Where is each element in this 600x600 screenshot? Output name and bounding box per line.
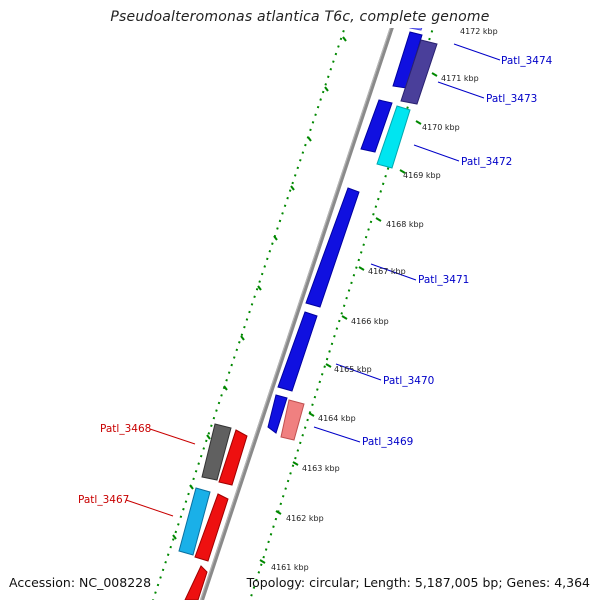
gene-patl-3470[interactable] bbox=[277, 311, 318, 392]
label-connectors bbox=[125, 43, 501, 517]
gene-label-patl-3472[interactable]: Patl_3472 bbox=[461, 156, 512, 168]
gene-patl-3473[interactable] bbox=[400, 39, 438, 105]
gene-patl-3468-red[interactable] bbox=[218, 429, 248, 486]
gene-patl-3469-blue[interactable] bbox=[267, 394, 288, 434]
gene-patl-3467-red[interactable] bbox=[194, 493, 229, 562]
gene-label-patl-3474[interactable]: Patl_3474 bbox=[501, 55, 553, 67]
kbp-label-4172: 4172 kbp bbox=[460, 27, 498, 36]
genome-backbone-highlight bbox=[199, 28, 391, 600]
gene-patl-3472-blue[interactable] bbox=[360, 99, 393, 153]
topology-text: Topology: circular; Length: 5,187,005 bp… bbox=[246, 575, 590, 590]
kbp-label-4163: 4163 kbp bbox=[302, 464, 340, 473]
gene-patl-3471[interactable] bbox=[305, 187, 360, 308]
map-title: Pseudoalteromonas atlantica T6c, complet… bbox=[110, 9, 490, 25]
gene-label-patl-3467[interactable]: Patl_3467 bbox=[78, 494, 129, 506]
gene-patl-3469[interactable] bbox=[280, 399, 305, 441]
kbp-label-4170: 4170 kbp bbox=[422, 123, 460, 132]
gene-label-patl-3471[interactable]: Patl_3471 bbox=[418, 274, 469, 286]
kbp-label-4164: 4164 kbp bbox=[318, 414, 356, 423]
gene-labels: Patl_3474 Patl_3473 Patl_3472 Patl_3471 … bbox=[78, 55, 553, 506]
kbp-label-4171: 4171 kbp bbox=[441, 74, 479, 83]
gene-patl-3467[interactable] bbox=[178, 487, 211, 556]
kbp-labels: 4172 kbp 4171 kbp 4170 kbp 4169 kbp 4168… bbox=[271, 27, 498, 572]
kbp-label-4161: 4161 kbp bbox=[271, 563, 309, 572]
gene-patl-3474-tail bbox=[409, 28, 423, 31]
gene-patl-3472[interactable] bbox=[376, 105, 411, 169]
kbp-label-4169: 4169 kbp bbox=[403, 171, 441, 180]
outer-dotted-ruler bbox=[152, 28, 346, 600]
kbp-label-4162: 4162 kbp bbox=[286, 514, 324, 523]
gene-patl-3468[interactable] bbox=[201, 423, 232, 481]
kbp-label-4167: 4167 kbp bbox=[368, 267, 406, 276]
kbp-label-4165: 4165 kbp bbox=[334, 365, 372, 374]
gene-label-patl-3470[interactable]: Patl_3470 bbox=[383, 375, 434, 387]
kbp-label-4166: 4166 kbp bbox=[351, 317, 389, 326]
gene-red-bottom[interactable] bbox=[184, 565, 208, 600]
kbp-tick-marks bbox=[172, 36, 438, 564]
gene-label-patl-3469[interactable]: Patl_3469 bbox=[362, 436, 413, 448]
gene-label-patl-3473[interactable]: Patl_3473 bbox=[486, 93, 537, 105]
kbp-label-4168: 4168 kbp bbox=[386, 220, 424, 229]
accession-text: Accession: NC_008228 bbox=[9, 575, 152, 590]
gene-label-patl-3468[interactable]: Patl_3468 bbox=[100, 423, 151, 435]
genome-backbone bbox=[200, 28, 394, 600]
